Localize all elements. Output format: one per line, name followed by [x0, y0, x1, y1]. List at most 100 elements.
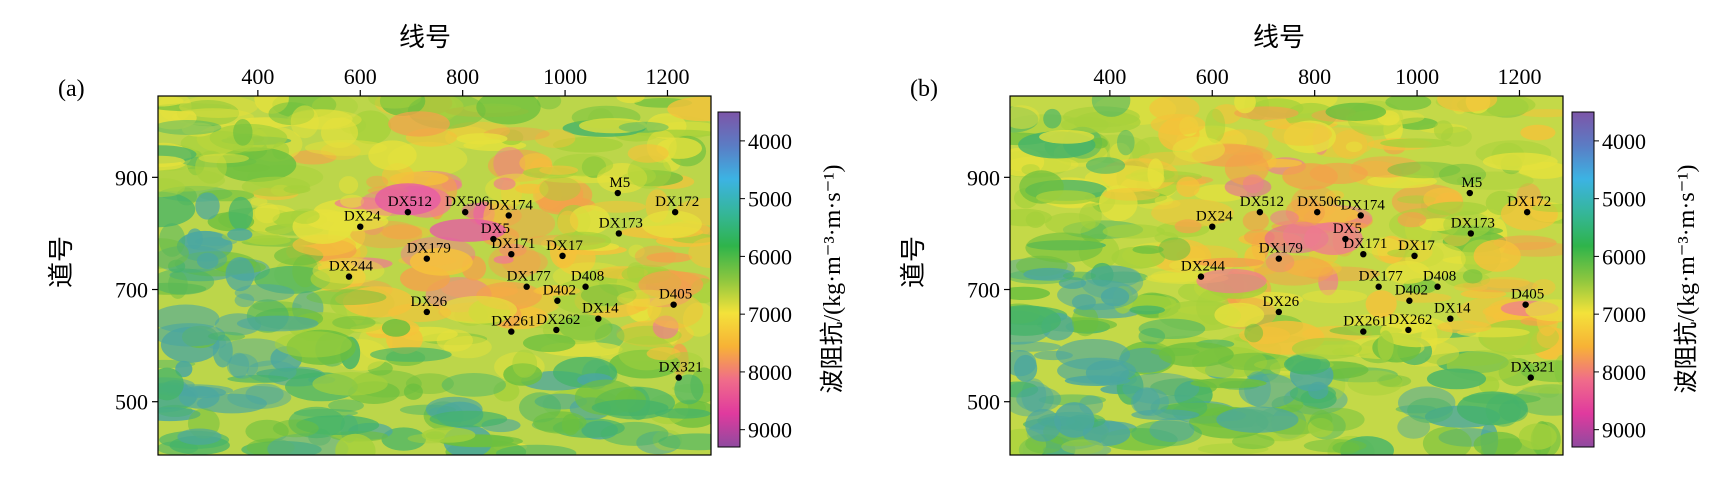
panel-a-map — [157, 95, 712, 456]
texture-patch — [1380, 316, 1453, 348]
texture-patch — [177, 428, 222, 445]
texture-patch — [171, 108, 254, 126]
texture-patch — [1102, 188, 1160, 201]
well-label: DX506 — [1297, 194, 1342, 210]
texture-patch — [267, 433, 349, 455]
well-point — [1314, 208, 1321, 216]
texture-patch — [245, 383, 284, 405]
texture-patch — [1325, 102, 1387, 121]
panel-a-colorbar-ticks: 4000 5000 6000 7000 8000 9000 — [740, 129, 792, 443]
texture-patch — [1154, 195, 1174, 206]
texture-patch — [1010, 286, 1050, 300]
texture-patch — [493, 177, 516, 190]
well-point — [582, 283, 589, 290]
well-point — [1197, 273, 1205, 280]
texture-patch — [456, 133, 508, 145]
texture-patch — [388, 303, 452, 322]
texture-patch — [328, 399, 364, 412]
texture-patch — [1172, 136, 1225, 163]
well-point — [508, 328, 515, 335]
texture-patch — [1151, 199, 1234, 227]
texture-patch — [1138, 318, 1206, 339]
texture-patch — [338, 176, 359, 194]
texture-patch — [158, 268, 215, 295]
texture-patch — [1397, 415, 1431, 439]
texture-patch — [591, 399, 669, 417]
texture-patch — [1132, 387, 1160, 416]
well-point — [1434, 283, 1441, 290]
texture-patch — [535, 285, 572, 296]
texture-patch — [374, 183, 441, 216]
well-label: D405 — [659, 287, 692, 303]
texture-patch — [290, 208, 320, 224]
texture-patch — [1407, 397, 1453, 424]
well-label: D408 — [1423, 269, 1456, 285]
texture-patch — [158, 120, 222, 135]
texture-patch — [461, 202, 491, 219]
texture-patch — [1234, 96, 1256, 114]
texture-patch — [628, 244, 645, 258]
texture-patch — [1071, 305, 1099, 337]
well-point — [1523, 208, 1531, 216]
texture-patch — [1284, 354, 1331, 375]
texture-patch — [158, 323, 226, 347]
texture-patch — [1242, 210, 1269, 232]
y-tick-label: 900 — [115, 165, 148, 190]
panel-b-colorbar-ramp — [1571, 111, 1595, 448]
texture-patch — [290, 149, 337, 165]
well-point — [1406, 297, 1413, 304]
texture-patch — [539, 165, 579, 175]
texture-patch — [1242, 174, 1264, 194]
panel-b: (b) 线号 道号 400 600 800 1000 1200 500 700 900 M5… — [899, 23, 1700, 456]
x-tick-label: 600 — [1196, 64, 1229, 89]
well-point — [1405, 326, 1412, 334]
texture-patch — [332, 316, 376, 330]
texture-patch — [1129, 305, 1165, 315]
texture-patch — [1174, 219, 1202, 234]
texture-patch — [158, 103, 232, 112]
well-label: D402 — [543, 283, 576, 299]
texture-patch — [557, 210, 579, 235]
panel-b-label: (b) — [910, 76, 938, 102]
texture-patch — [646, 347, 681, 361]
well-point — [345, 273, 353, 280]
texture-patch — [1023, 267, 1075, 281]
panel-a-label: (a) — [58, 76, 85, 102]
x-tick-label: 800 — [446, 64, 479, 89]
well-point — [1467, 230, 1475, 237]
texture-patch — [476, 96, 541, 125]
well-point — [490, 235, 497, 243]
texture-patch — [1443, 211, 1492, 239]
well-point — [1357, 212, 1364, 219]
texture-patch — [1285, 353, 1321, 375]
y-tick-label: 700 — [967, 278, 1000, 303]
texture-patch — [439, 295, 518, 324]
texture-patch — [539, 176, 581, 201]
panel-a-colorbar-title: 波阻抗/(kg·m⁻³·m·s⁻¹) — [819, 164, 846, 393]
texture-patch — [179, 96, 258, 118]
texture-patch — [1387, 161, 1461, 179]
texture-patch — [1456, 391, 1528, 426]
texture-patch — [537, 96, 562, 110]
colorbar-tick-label: 6000 — [1602, 244, 1646, 269]
texture-patch — [254, 202, 280, 224]
x-tick-label: 400 — [241, 64, 274, 89]
texture-patch — [1480, 276, 1530, 289]
texture-patch — [1303, 439, 1367, 453]
colorbar-tick-label: 8000 — [748, 360, 792, 385]
texture-patch — [667, 96, 711, 122]
texture-patch — [618, 121, 669, 133]
well-label: DX262 — [536, 312, 580, 328]
texture-patch — [493, 380, 520, 402]
texture-patch — [228, 352, 250, 379]
texture-patch — [493, 146, 526, 181]
well-point — [553, 326, 560, 334]
texture-patch — [159, 223, 186, 257]
texture-patch — [381, 224, 422, 240]
well-label: DX179 — [1259, 241, 1303, 257]
x-tick-label: 1000 — [543, 64, 587, 89]
texture-patch — [429, 218, 506, 242]
well-point — [1360, 250, 1367, 258]
colorbar-tick-label: 9000 — [748, 418, 792, 443]
texture-patch — [1380, 138, 1452, 148]
